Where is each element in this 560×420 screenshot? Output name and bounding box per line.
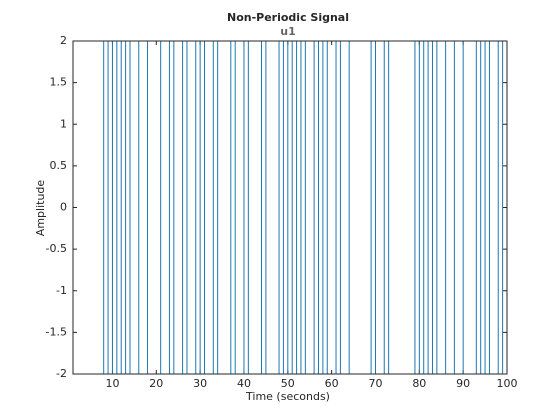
chart-title: Non-Periodic Signal	[227, 11, 349, 24]
x-axis-label: Time (seconds)	[245, 390, 330, 403]
y-tick-label: 1.5	[50, 76, 68, 89]
y-tick-label: 0	[60, 201, 67, 214]
x-tick-label: 30	[193, 377, 207, 390]
y-tick-label: 0.5	[50, 159, 68, 172]
x-tick-label: 80	[412, 377, 426, 390]
axes-box	[72, 40, 508, 375]
y-axis-label: Amplitude	[34, 180, 47, 237]
x-tick-label: 100	[497, 377, 518, 390]
y-tick-label: -2	[56, 367, 67, 380]
y-tick-label: 1	[60, 117, 67, 130]
x-tick-label: 20	[149, 377, 163, 390]
x-tick-label: 10	[105, 377, 119, 390]
x-tick-label: 60	[325, 377, 339, 390]
y-tick-label: -1	[56, 284, 67, 297]
y-tick-label: -1.5	[46, 325, 67, 338]
x-tick-label: 50	[281, 377, 295, 390]
x-tick-label: 70	[368, 377, 382, 390]
chart-subtitle: u1	[280, 25, 296, 38]
y-tick-label: -0.5	[46, 242, 67, 255]
x-tick-label: 40	[237, 377, 251, 390]
y-tick-label: 2	[60, 34, 67, 47]
x-tick-label: 90	[456, 377, 470, 390]
